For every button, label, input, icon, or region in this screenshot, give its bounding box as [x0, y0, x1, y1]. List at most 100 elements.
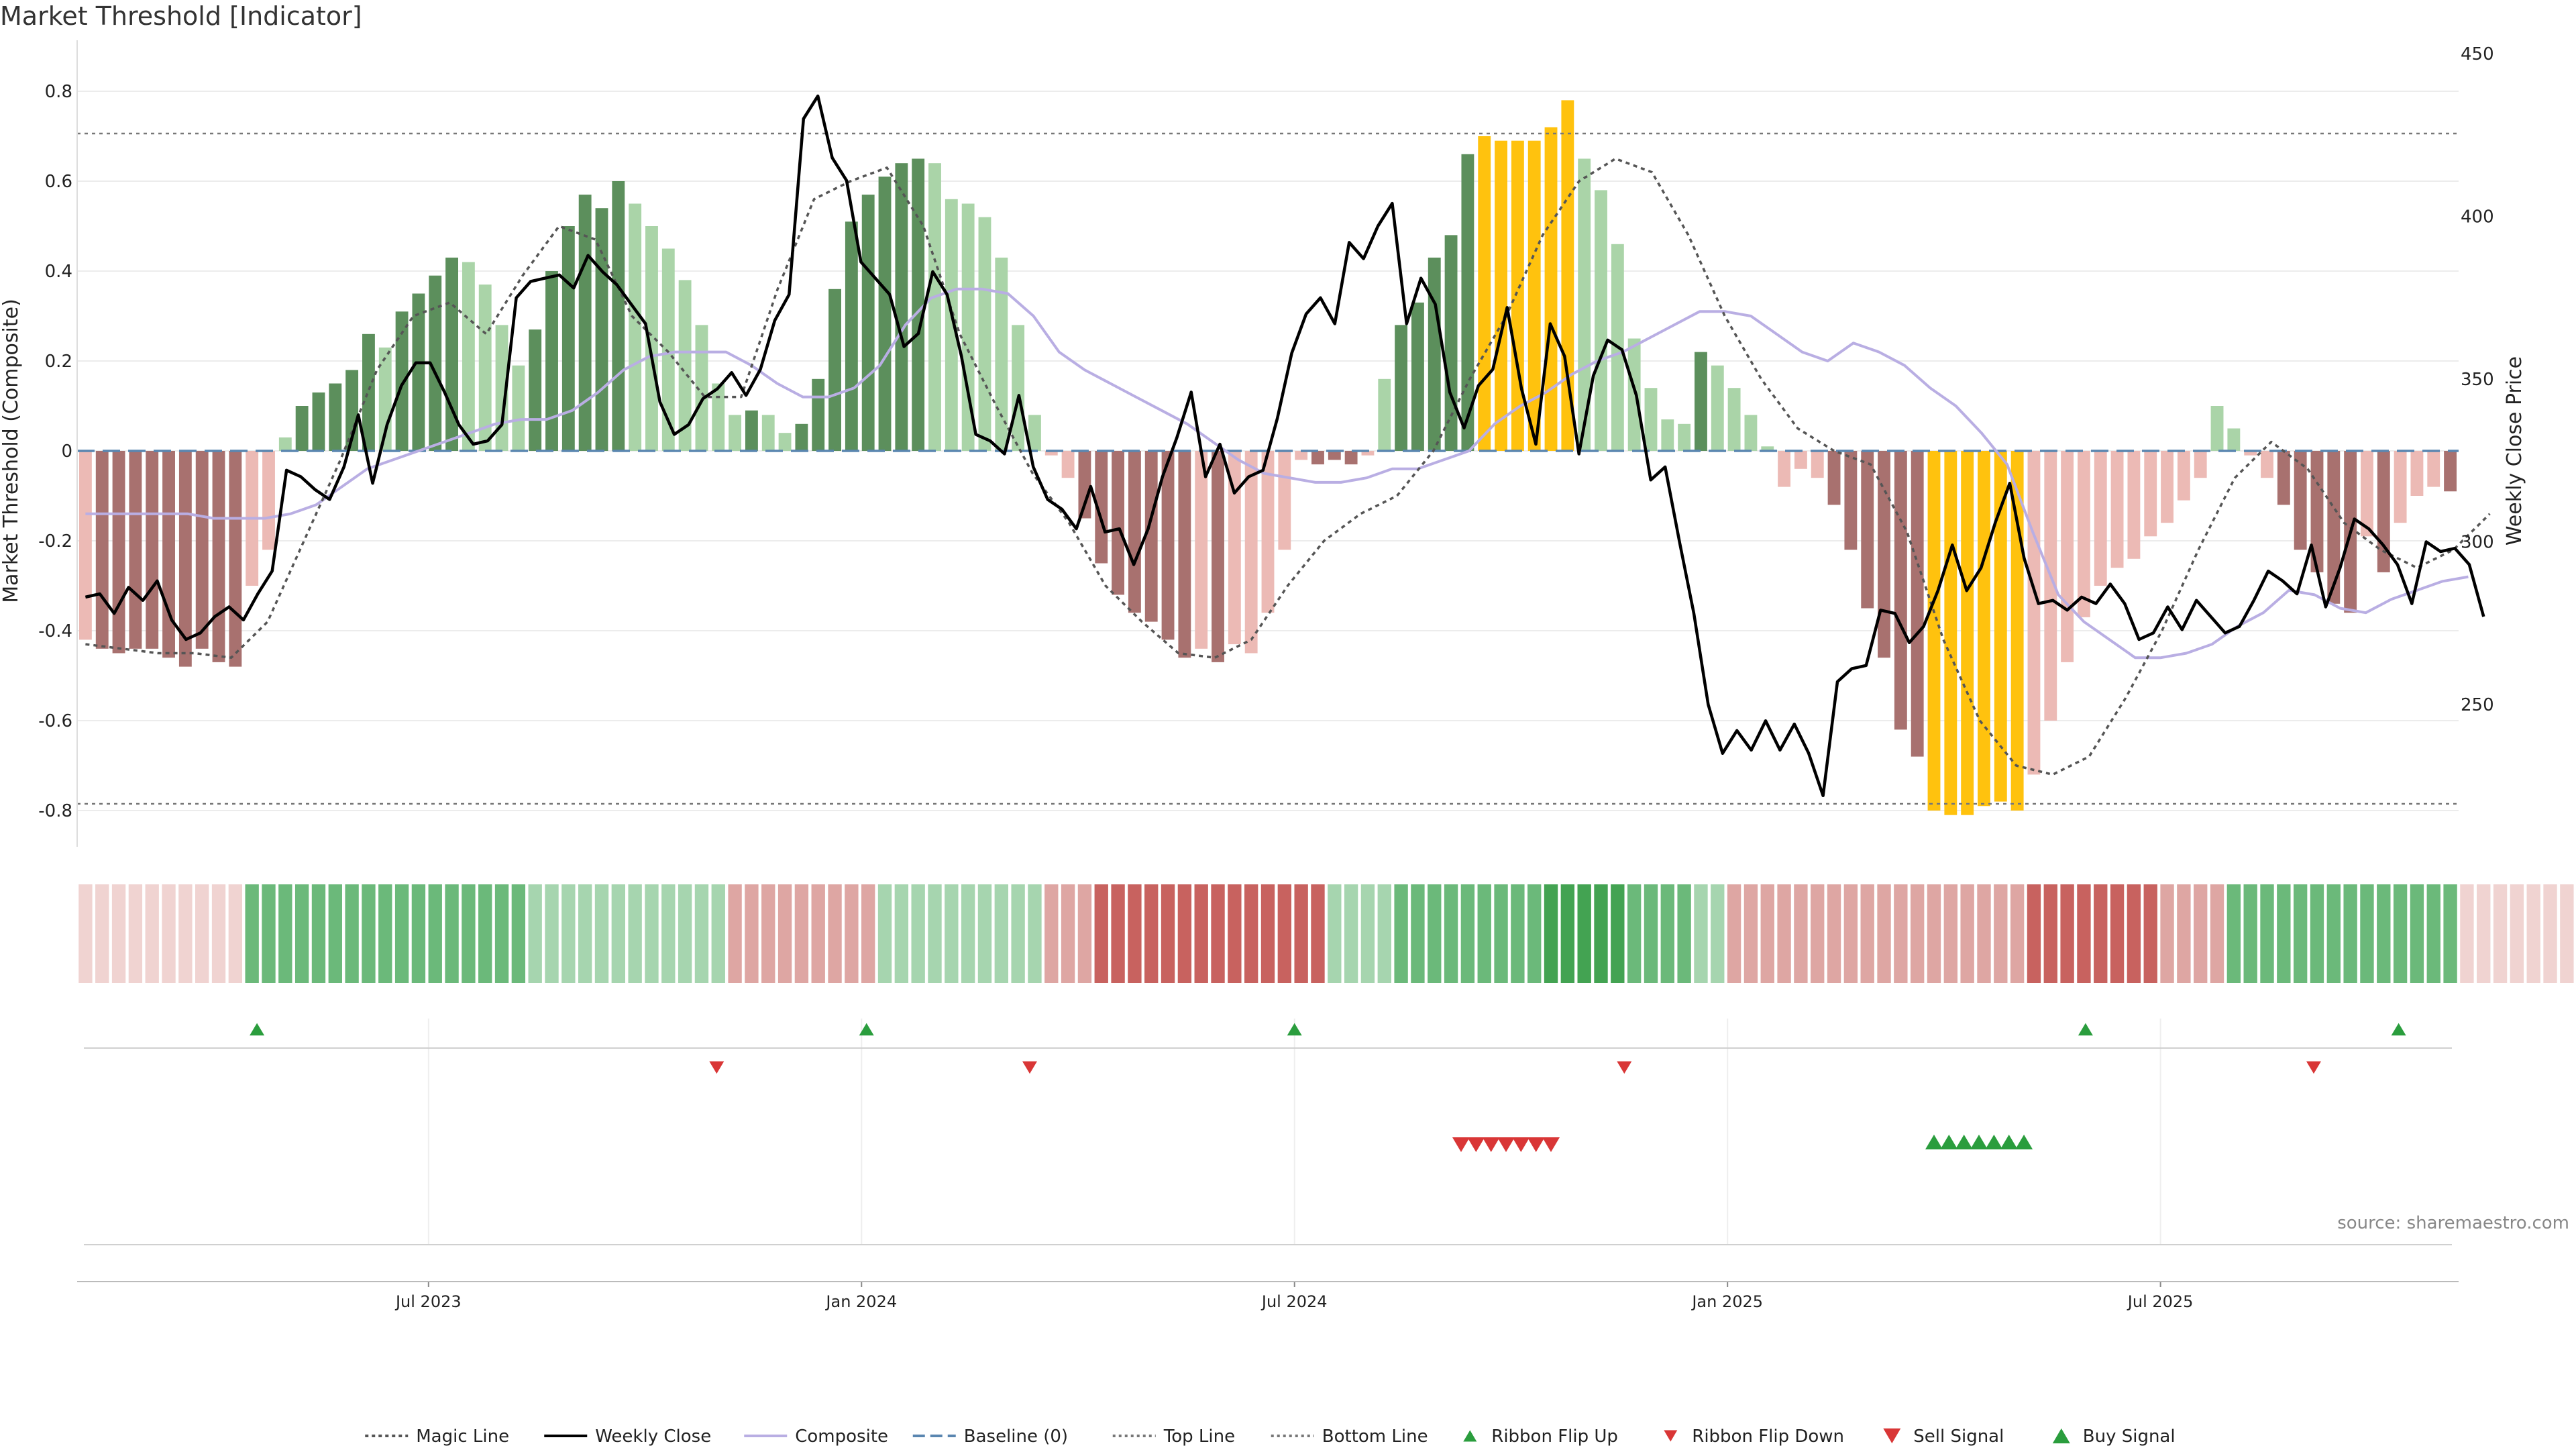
- y-tick-label: -0.6: [38, 711, 72, 731]
- composite-bar: [312, 392, 325, 451]
- composite-bar: [995, 257, 1008, 451]
- composite-bar: [162, 451, 175, 658]
- composite-bar: [1711, 365, 1724, 451]
- y-axis-title: Market Threshold (Composite): [0, 299, 23, 603]
- ribbon-cell: [2210, 884, 2224, 983]
- ribbon-cell: [1211, 884, 1225, 983]
- ribbon-cell: [178, 884, 193, 983]
- ribbon-cell: [2177, 884, 2191, 983]
- ribbon-cell: [578, 884, 592, 983]
- ribbon-cell: [2526, 884, 2540, 983]
- ribbon-cell: [828, 884, 842, 983]
- ribbon-cell: [2343, 884, 2357, 983]
- composite-bar: [712, 383, 725, 451]
- ribbon-cell: [162, 884, 176, 983]
- ribbon-cell: [2027, 884, 2041, 983]
- composite-bar: [146, 451, 159, 649]
- legend-label: Magic Line: [416, 1427, 509, 1447]
- bars-layer: [78, 100, 2457, 815]
- ribbon-cell: [1977, 884, 1991, 983]
- composite-bar: [2210, 406, 2224, 451]
- composite-bar: [412, 293, 425, 451]
- composite-bar: [1827, 451, 1841, 505]
- ribbon-cell: [1177, 884, 1192, 983]
- ribbon-cell: [1644, 884, 1658, 983]
- ribbon-cell: [594, 884, 609, 983]
- ribbon-cell: [861, 884, 875, 983]
- legend-swatch: [1883, 1428, 1901, 1444]
- composite-bar: [478, 284, 492, 451]
- y2-tick-label: 300: [2461, 533, 2494, 553]
- ribbon-cell: [1511, 884, 1525, 983]
- composite-bar: [1212, 451, 1224, 662]
- ribbon-cell: [894, 884, 909, 983]
- ribbon-cell: [2077, 884, 2091, 983]
- composite-bar: [1378, 378, 1391, 451]
- ribbon-cell: [1777, 884, 1791, 983]
- ribbon-cell: [745, 884, 759, 983]
- ribbon-cell: [78, 884, 93, 983]
- composite-bar: [178, 451, 192, 667]
- sell-signal-marker: [1542, 1137, 1560, 1152]
- ribbon-cell: [228, 884, 243, 983]
- buy-signal-marker: [1940, 1135, 1958, 1149]
- ribbon-cell: [2493, 884, 2508, 983]
- ribbon-layer: [78, 884, 2574, 983]
- ribbon-cell: [1477, 884, 1491, 983]
- ribbon-cell: [611, 884, 625, 983]
- composite-bar: [1927, 451, 1941, 811]
- composite-bar: [1878, 451, 1890, 658]
- composite-bar: [1478, 136, 1491, 451]
- legend: Magic Line Weekly Close Composite Baseline …: [365, 1427, 2176, 1447]
- composite-bar: [778, 433, 792, 451]
- ribbon-cell: [394, 884, 409, 983]
- ribbon-cell: [2410, 884, 2424, 983]
- ribbon-cell: [645, 884, 659, 983]
- composite-bar: [462, 262, 475, 451]
- composite-bar: [895, 163, 908, 451]
- ribbon-cell: [711, 884, 725, 983]
- ribbon-cell: [1011, 884, 1025, 983]
- ribbon-cell: [1544, 884, 1558, 983]
- y-tick-label: 0: [61, 442, 72, 462]
- composite-bar: [861, 195, 875, 451]
- composite-bar: [2161, 451, 2174, 523]
- ribbon-cell: [362, 884, 376, 983]
- ribbon-cell: [2243, 884, 2257, 983]
- ribbon-cell: [145, 884, 159, 983]
- ribbon-cell: [462, 884, 476, 983]
- ribbon-cell: [528, 884, 542, 983]
- composite-bar: [2144, 451, 2157, 537]
- composite-bar: [795, 423, 808, 451]
- composite-bar: [1844, 451, 1858, 550]
- composite-bar: [1244, 451, 1258, 654]
- ribbon-cell: [1244, 884, 1258, 983]
- composite-bar: [2027, 451, 2041, 775]
- x-tick-label: Jan 2024: [824, 1292, 897, 1311]
- composite-bar: [1495, 140, 1507, 451]
- composite-bar: [912, 158, 925, 451]
- composite-bar: [262, 451, 275, 550]
- ribbon-cell: [1860, 884, 1874, 983]
- ribbon-flip-down-marker: [1617, 1061, 1632, 1074]
- ribbon-cell: [1328, 884, 1342, 983]
- ribbon-cell: [977, 884, 992, 983]
- buy-signal-marker: [2000, 1135, 2018, 1149]
- ribbon-cell: [2060, 884, 2074, 983]
- ribbon-cell: [845, 884, 859, 983]
- ribbon-cell: [1711, 884, 1725, 983]
- composite-bar: [578, 195, 592, 451]
- composite-bar: [928, 163, 941, 451]
- composite-bar: [1994, 451, 2007, 802]
- composite-bar: [1112, 451, 1125, 595]
- x-tick-label: Jan 2025: [1690, 1292, 1763, 1311]
- x-tick-label: Jul 2023: [394, 1292, 462, 1311]
- ribbon-cell: [111, 884, 126, 983]
- ribbon-cell: [1411, 884, 1425, 983]
- ribbon-cell: [262, 884, 276, 983]
- composite-bar: [1861, 451, 1874, 609]
- ribbon-cell: [1394, 884, 1408, 983]
- composite-bar: [2310, 451, 2324, 572]
- ribbon-cell: [2110, 884, 2125, 983]
- ribbon-flip-up-marker: [2391, 1023, 2406, 1036]
